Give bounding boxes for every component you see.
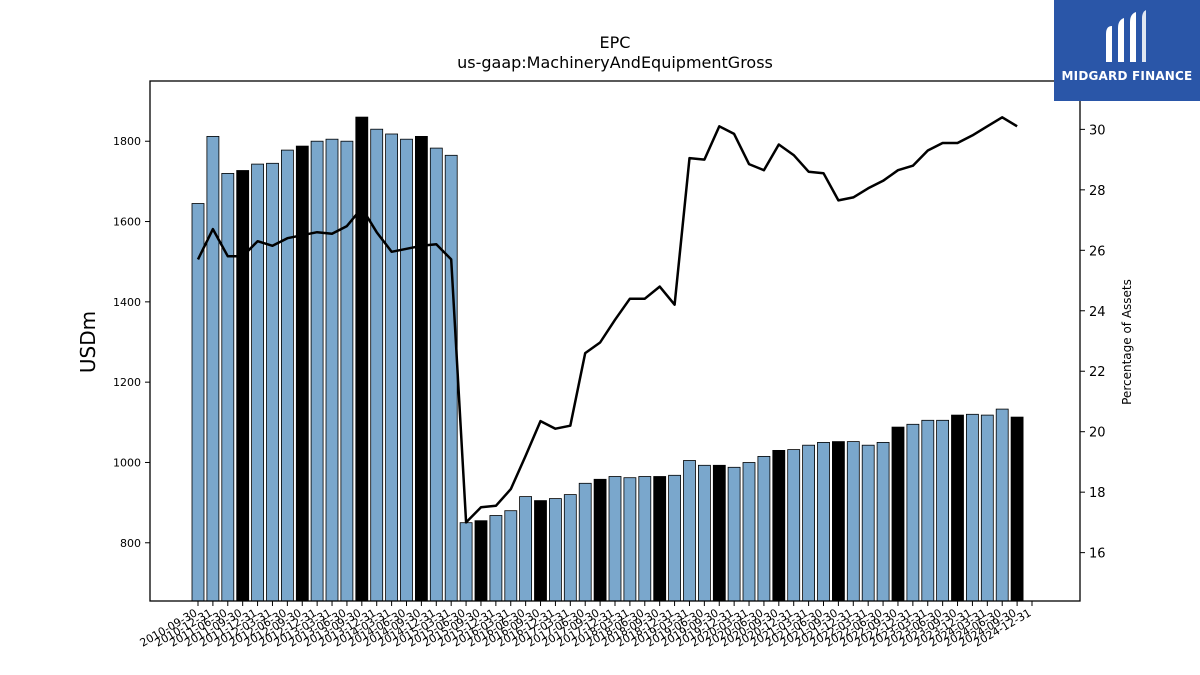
bar-2022-03-31 <box>861 444 875 602</box>
bar-2023-03-31 <box>921 419 935 602</box>
bar-2019-06-30 <box>698 464 711 602</box>
chart-title: EPC <box>600 33 631 52</box>
axes: 8001000120014001600180016182022242628302… <box>113 80 1106 650</box>
y2-tick-label: 30 <box>1089 123 1106 138</box>
bar-2015-09-30 <box>474 520 488 602</box>
bar-2018-06-30 <box>638 476 652 602</box>
bar-2016-06-30 <box>519 496 532 602</box>
bar-2016-12-31 <box>549 498 562 602</box>
bar-2020-06-30 <box>757 455 771 602</box>
bar-2021-09-30 <box>832 441 845 602</box>
bar-2013-12-31 <box>370 128 384 602</box>
y2-tick-label: 20 <box>1089 426 1106 441</box>
bar-2020-09-30 <box>772 449 786 602</box>
bar-2024-09-30 <box>1010 416 1024 602</box>
y-tick-label: 1000 <box>113 456 141 469</box>
bar-2011-06-30 <box>221 172 235 602</box>
bar-2018-03-31 <box>623 477 637 602</box>
brand-name: MIDGARD FINANCE <box>1061 69 1193 83</box>
bar-2021-12-31 <box>846 441 860 602</box>
bar-2011-12-31 <box>251 163 265 602</box>
bar-2013-09-30 <box>355 116 369 602</box>
brand-logo: MIDGARD FINANCE <box>1054 0 1200 101</box>
line-series <box>196 116 1018 524</box>
bar-2012-06-30 <box>280 149 294 602</box>
bar-2024-06-30 <box>995 408 1009 602</box>
bar-2011-09-30 <box>236 170 250 602</box>
bar-2018-12-31 <box>668 474 681 602</box>
bar-2020-03-31 <box>742 462 756 602</box>
bar-2023-09-30 <box>951 414 964 602</box>
bar-2023-12-31 <box>966 413 979 602</box>
bar-2015-12-31 <box>489 515 503 602</box>
bar-2016-09-30 <box>534 500 547 602</box>
bar-2017-06-30 <box>578 482 592 602</box>
chart-subtitle: us-gaap:MachineryAndEquipmentGross <box>457 53 773 72</box>
bar-2023-06-30 <box>936 419 949 602</box>
y-tick-label: 1600 <box>113 216 141 229</box>
y2-tick-label: 16 <box>1089 547 1106 562</box>
bar-2021-03-31 <box>802 444 815 602</box>
percentage-of-assets-line <box>196 116 1018 524</box>
bar-2010-12-31 <box>206 135 220 602</box>
y-tick-label: 1800 <box>113 135 141 148</box>
y2-tick-label: 18 <box>1089 486 1106 501</box>
bar-2016-03-31 <box>504 510 518 602</box>
bar-2022-12-31 <box>906 423 920 602</box>
y2-tick-label: 26 <box>1089 244 1106 259</box>
bar-2014-06-30 <box>400 138 413 602</box>
bar-2019-12-31 <box>727 466 741 602</box>
y2-axis-label: Percentage of Assets <box>1120 279 1134 405</box>
bar-2015-06-30 <box>459 522 473 602</box>
y2-tick-label: 22 <box>1089 365 1106 380</box>
bar-2017-12-31 <box>608 476 622 602</box>
bar-2020-12-31 <box>787 449 801 602</box>
bar-2015-03-31 <box>444 154 458 602</box>
bar-2017-03-31 <box>563 494 577 602</box>
bar-2012-12-31 <box>310 140 324 602</box>
bar-2012-09-30 <box>295 145 309 602</box>
bar-2013-03-31 <box>325 138 339 602</box>
bar-2012-03-31 <box>266 162 279 602</box>
bar-2010-09-30 <box>191 203 205 602</box>
y-tick-label: 1200 <box>113 376 141 389</box>
bar-2014-09-30 <box>414 135 428 602</box>
y2-tick-label: 24 <box>1089 305 1106 320</box>
bar-2013-06-30 <box>340 140 354 602</box>
y-tick-label: 800 <box>120 537 141 550</box>
bar-series <box>191 116 1024 602</box>
bar-2014-03-31 <box>385 133 399 602</box>
bar-2017-09-30 <box>593 478 607 602</box>
bar-2019-03-31 <box>683 460 696 602</box>
bar-2021-06-30 <box>817 441 830 602</box>
bar-2014-12-31 <box>429 147 443 602</box>
midgard-m-icon <box>1106 10 1146 62</box>
bar-2024-03-31 <box>980 414 994 602</box>
bar-2018-09-30 <box>653 476 667 602</box>
bar-2022-06-30 <box>876 441 890 602</box>
y-axis-label: USDm <box>76 311 100 373</box>
y-tick-label: 1400 <box>113 296 141 309</box>
y2-tick-label: 28 <box>1089 184 1106 199</box>
bar-2019-09-30 <box>712 464 726 602</box>
bar-2022-09-30 <box>891 426 905 602</box>
